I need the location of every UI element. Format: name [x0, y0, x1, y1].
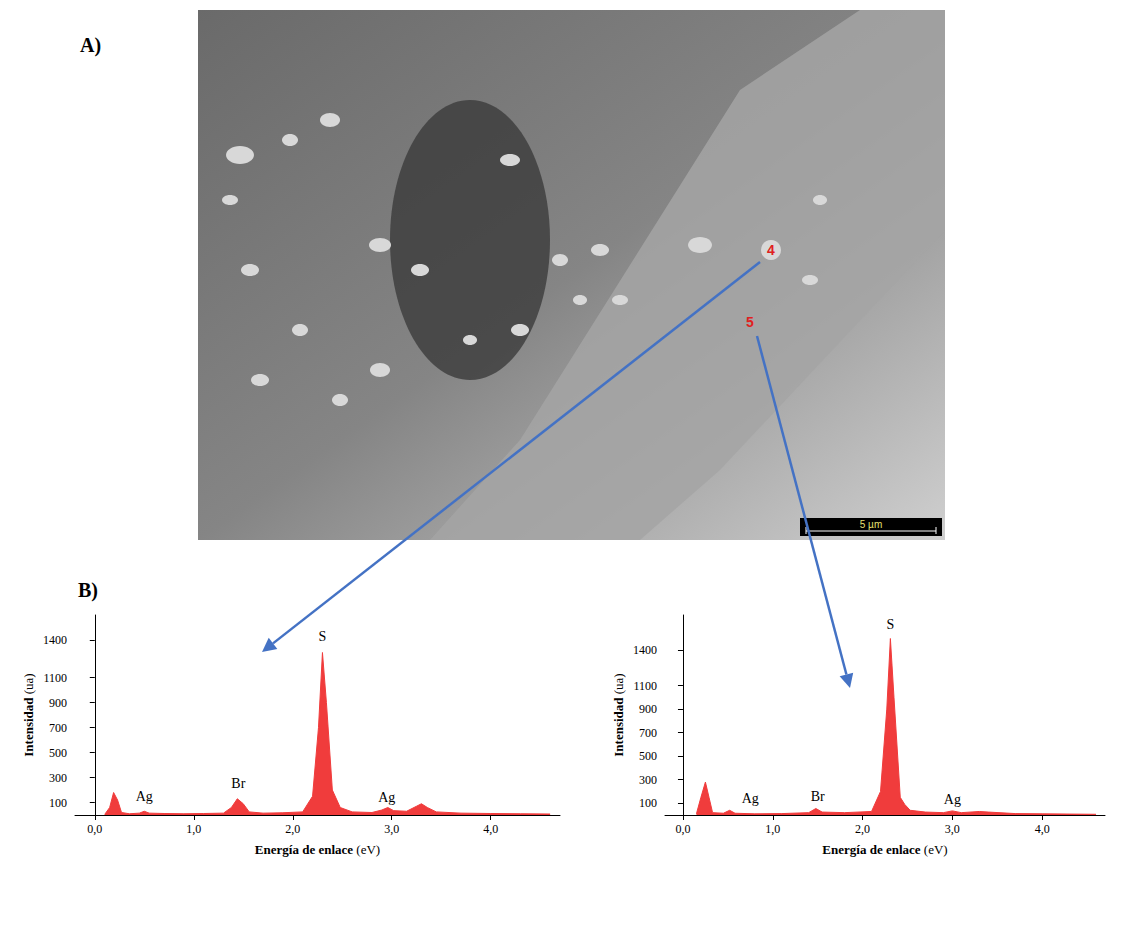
svg-text:1400: 1400	[633, 643, 657, 657]
svg-text:A): A)	[80, 34, 101, 57]
svg-text:Intensidad: Intensidad	[21, 697, 36, 757]
svg-text:300: 300	[49, 771, 67, 785]
svg-text:1400: 1400	[43, 633, 67, 647]
svg-text:(ua): (ua)	[21, 673, 36, 697]
svg-text:2,0: 2,0	[285, 822, 300, 836]
svg-text:2,0: 2,0	[855, 822, 870, 836]
svg-text:100: 100	[49, 796, 67, 810]
svg-text:Ag: Ag	[944, 792, 961, 807]
svg-text:0,0: 0,0	[87, 822, 102, 836]
svg-text:3,0: 3,0	[945, 822, 960, 836]
svg-text:900: 900	[639, 702, 657, 716]
svg-text:1100: 1100	[43, 671, 67, 685]
svg-text:1100: 1100	[633, 679, 657, 693]
svg-text:Br: Br	[811, 789, 825, 804]
svg-text:3,0: 3,0	[384, 822, 399, 836]
svg-text:(eV): (eV)	[353, 842, 380, 857]
svg-text:300: 300	[639, 773, 657, 787]
svg-text:Br: Br	[231, 776, 245, 791]
svg-text:0,0: 0,0	[675, 822, 690, 836]
svg-text:Intensidad: Intensidad	[611, 697, 626, 757]
svg-text:(eV): (eV)	[921, 842, 948, 857]
svg-text:500: 500	[639, 749, 657, 763]
svg-text:B): B)	[78, 579, 98, 602]
svg-text:Energía de enlace: Energía de enlace	[255, 842, 353, 857]
svg-text:500: 500	[49, 746, 67, 760]
svg-text:Energía de enlace: Energía de enlace	[822, 842, 920, 857]
svg-text:4: 4	[767, 242, 775, 258]
svg-text:4,0: 4,0	[483, 822, 498, 836]
svg-text:Ag: Ag	[136, 789, 153, 804]
svg-text:4,0: 4,0	[1035, 822, 1050, 836]
svg-text:900: 900	[49, 696, 67, 710]
svg-text:5 µm: 5 µm	[860, 519, 882, 530]
svg-text:100: 100	[639, 796, 657, 810]
svg-text:(ua): (ua)	[611, 673, 626, 697]
svg-text:S: S	[319, 629, 327, 644]
svg-text:1,0: 1,0	[765, 822, 780, 836]
svg-text:700: 700	[49, 721, 67, 735]
svg-text:5: 5	[746, 314, 754, 330]
svg-text:S: S	[886, 617, 894, 632]
svg-text:700: 700	[639, 726, 657, 740]
svg-text:1,0: 1,0	[186, 822, 201, 836]
svg-text:Ag: Ag	[378, 790, 395, 805]
svg-text:Ag: Ag	[742, 791, 759, 806]
